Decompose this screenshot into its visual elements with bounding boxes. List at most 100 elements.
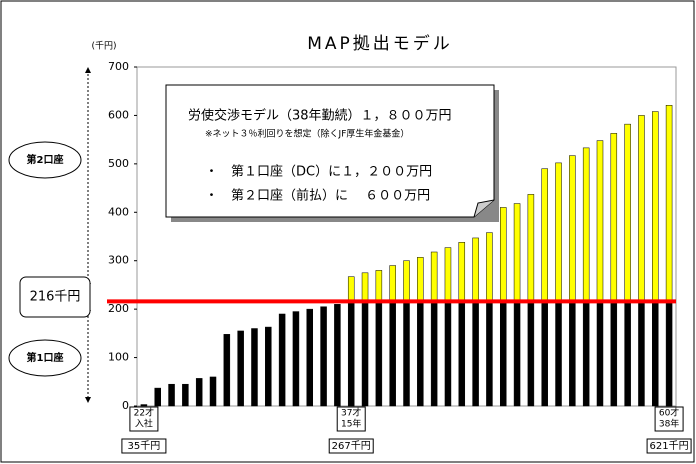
- bar: [251, 328, 258, 407]
- bar: [596, 301, 604, 407]
- bar: [375, 301, 383, 407]
- bar: [596, 140, 604, 302]
- bar: [610, 301, 618, 407]
- bar: [499, 207, 507, 302]
- y-tick-label: 100: [108, 351, 129, 364]
- bar: [458, 242, 466, 302]
- bar: [320, 306, 327, 407]
- bar: [582, 301, 590, 407]
- bar: [417, 301, 424, 407]
- x-tick-label: 入社: [135, 418, 153, 430]
- bar: [417, 257, 424, 302]
- bar: [652, 301, 659, 407]
- bar: [665, 301, 673, 407]
- label-box: [654, 406, 684, 432]
- ellipse: [8, 339, 82, 377]
- bar: [168, 383, 175, 407]
- bar: [154, 387, 161, 407]
- bar: [403, 301, 410, 407]
- bar: [237, 330, 244, 407]
- bar: [486, 232, 493, 302]
- ellipse: [8, 141, 82, 179]
- value-label: 621千円: [650, 440, 689, 452]
- chart-title: MAP拠出モデル: [307, 33, 453, 54]
- bar: [610, 133, 618, 302]
- bar: [334, 304, 341, 407]
- bar: [499, 301, 507, 407]
- ref-box: [19, 276, 91, 318]
- bar: [182, 383, 189, 407]
- x-tick-label: 22才: [134, 407, 154, 419]
- bar: [375, 270, 383, 302]
- y-tick-label: 600: [108, 108, 129, 121]
- bar: [209, 376, 217, 407]
- callout-text: ・ 第２口座（前払）に ６００万円: [205, 188, 430, 204]
- fold: [473, 199, 495, 218]
- bar: [527, 194, 535, 302]
- value-box: [646, 438, 692, 454]
- bar: [430, 251, 438, 302]
- bar: [472, 301, 479, 407]
- y-tick-label: 700: [108, 60, 129, 73]
- bar: [541, 301, 548, 407]
- bar: [555, 162, 562, 302]
- bar: [513, 203, 521, 302]
- bar: [223, 334, 231, 407]
- x-tick-label: 60才: [659, 407, 679, 419]
- bar: [195, 378, 203, 407]
- y-tick-label: 400: [108, 205, 129, 218]
- value-label: 267千円: [332, 440, 371, 452]
- label-box: [336, 406, 366, 432]
- callout-text: ※ネット３％利回りを想定（除くJF厚生年金基金）: [205, 128, 409, 140]
- value-box: [328, 438, 374, 454]
- bar: [472, 237, 479, 302]
- x-tick-label: 15年: [341, 418, 361, 430]
- bar: [265, 326, 272, 407]
- y-tick-label: 0: [122, 399, 129, 412]
- bar: [652, 111, 659, 302]
- bar: [278, 313, 286, 407]
- bar: [582, 147, 590, 302]
- bar: [444, 301, 452, 407]
- bar: [306, 308, 314, 407]
- bar: [624, 301, 631, 407]
- bar: [403, 260, 410, 302]
- bar: [292, 311, 300, 407]
- y-tick-label: 500: [108, 157, 129, 170]
- value-box: [121, 438, 167, 454]
- ref-label: 216千円: [30, 290, 81, 305]
- y-tick-label: 300: [108, 254, 129, 267]
- bar: [638, 115, 645, 302]
- bar: [638, 301, 645, 407]
- x-tick-label: 38年: [659, 418, 679, 430]
- bar: [347, 301, 355, 407]
- bar: [444, 247, 452, 302]
- side-label: 第2口座: [27, 153, 64, 166]
- bar: [555, 301, 562, 407]
- callout-text: ・ 第１口座（DC）に１，２００万円: [205, 165, 432, 180]
- x-tick-label: 37才: [341, 407, 361, 419]
- bar: [430, 301, 438, 407]
- bar: [389, 265, 396, 302]
- value-label: 35千円: [128, 440, 161, 452]
- bar: [347, 276, 355, 302]
- bar: [665, 105, 673, 302]
- y-unit: (千円): [91, 41, 116, 52]
- bar: [569, 155, 576, 302]
- y-tick-label: 200: [108, 302, 129, 315]
- bar: [361, 301, 369, 407]
- bar: [361, 272, 369, 302]
- bar: [140, 404, 148, 407]
- bar: [513, 301, 521, 407]
- bar: [569, 301, 576, 407]
- bar: [458, 301, 466, 407]
- bar: [486, 301, 493, 407]
- callout-text: 労使交渉モデル（38年勤続）１，８００万円: [188, 108, 452, 124]
- bar: [389, 301, 396, 407]
- label-box: [129, 406, 159, 432]
- bar: [541, 168, 548, 302]
- bar: [624, 123, 631, 302]
- side-label: 第1口座: [27, 351, 64, 364]
